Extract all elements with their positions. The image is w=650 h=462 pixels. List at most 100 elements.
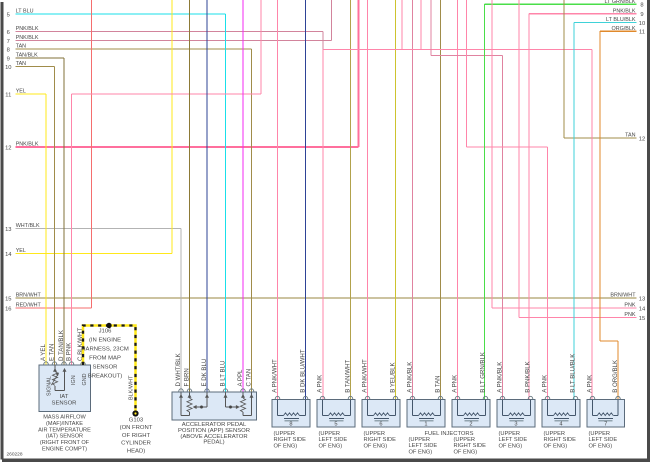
svg-text:RIGHT SIDE: RIGHT SIDE <box>544 437 577 443</box>
svg-text:SIGNAL: SIGNAL <box>47 376 53 396</box>
svg-text:BRN/WHT: BRN/WHT <box>16 293 42 299</box>
svg-text:BRN/WHT: BRN/WHT <box>610 293 636 299</box>
svg-text:(UPPER: (UPPER <box>499 431 521 437</box>
svg-text:WHT/BLK: WHT/BLK <box>16 223 40 229</box>
svg-text:10: 10 <box>639 21 645 27</box>
svg-text:HARNESS, 23CM: HARNESS, 23CM <box>81 347 129 353</box>
svg-text:(UPPER: (UPPER <box>589 431 611 437</box>
svg-text:OF RIGHT: OF RIGHT <box>122 433 151 439</box>
svg-text:LEFT SIDE: LEFT SIDE <box>499 437 528 443</box>
svg-text:LT GRN/BLK: LT GRN/BLK <box>605 0 636 5</box>
svg-text:PNK: PNK <box>624 303 635 309</box>
svg-text:15: 15 <box>5 297 11 303</box>
svg-text:B TAN/WHT: B TAN/WHT <box>345 360 352 393</box>
svg-text:15: 15 <box>639 316 645 322</box>
svg-text:(ABOVE ACCELERATOR: (ABOVE ACCELERATOR <box>180 434 247 440</box>
svg-text:E TAN: E TAN <box>49 344 56 361</box>
svg-text:12: 12 <box>639 136 645 142</box>
svg-text:5: 5 <box>7 13 10 19</box>
svg-text:A PNK/WHT: A PNK/WHT <box>272 359 279 393</box>
svg-text:YEL: YEL <box>16 248 26 254</box>
svg-text:E DK BLU: E DK BLU <box>201 359 208 387</box>
svg-text:OF ENG): OF ENG) <box>274 444 298 450</box>
svg-text:IGN: IGN <box>71 375 77 385</box>
svg-text:D WHT/BLK: D WHT/BLK <box>175 353 182 386</box>
svg-text:10: 10 <box>5 65 11 71</box>
svg-text:BLK/WHT: BLK/WHT <box>129 375 135 400</box>
svg-text:TAN: TAN <box>16 61 26 67</box>
svg-text:LEFT SIDE: LEFT SIDE <box>319 437 348 443</box>
svg-text:8: 8 <box>640 3 643 9</box>
svg-text:13: 13 <box>5 227 11 233</box>
svg-text:(ON FRONT: (ON FRONT <box>120 425 153 431</box>
svg-text:PNK/BLK: PNK/BLK <box>16 26 39 32</box>
svg-text:(UPPER: (UPPER <box>454 437 476 443</box>
svg-text:14: 14 <box>639 306 646 312</box>
svg-text:11: 11 <box>639 30 645 36</box>
svg-text:B TAN: B TAN <box>435 375 442 392</box>
svg-text:OF ENG): OF ENG) <box>364 444 388 450</box>
svg-text:PNK/BLK: PNK/BLK <box>16 35 39 41</box>
svg-text:RIGHT SIDE: RIGHT SIDE <box>364 437 397 443</box>
svg-text:(UPPER: (UPPER <box>544 431 566 437</box>
svg-text:B LT BLU/BLK: B LT BLU/BLK <box>570 354 577 393</box>
svg-text:13: 13 <box>639 296 645 302</box>
svg-text:(UPPER: (UPPER <box>319 431 341 437</box>
svg-text:ENGINE COMPT): ENGINE COMPT) <box>42 447 87 453</box>
svg-text:A PNK: A PNK <box>317 375 324 393</box>
svg-text:9: 9 <box>640 12 643 18</box>
svg-text:B PNK: B PNK <box>66 343 73 361</box>
svg-text:J106: J106 <box>99 329 112 335</box>
svg-text:11: 11 <box>5 93 11 99</box>
svg-text:B LT GRN/BLK: B LT GRN/BLK <box>480 352 487 393</box>
svg-text:9: 9 <box>7 56 10 62</box>
svg-text:A PNK: A PNK <box>452 375 459 393</box>
svg-text:A PNK/BLK: A PNK/BLK <box>497 362 504 393</box>
svg-text:OF ENG): OF ENG) <box>319 444 343 450</box>
svg-text:260228: 260228 <box>7 451 23 457</box>
svg-text:G103: G103 <box>129 418 144 424</box>
svg-text:LT BLU/BLK: LT BLU/BLK <box>606 17 636 23</box>
svg-text:7: 7 <box>7 39 10 45</box>
svg-text:(UPPER: (UPPER <box>274 431 296 437</box>
svg-text:RIGHT SIDE: RIGHT SIDE <box>454 443 487 449</box>
svg-text:1: 1 <box>424 422 427 428</box>
svg-text:(UPPER: (UPPER <box>364 431 386 437</box>
svg-text:RIGHT SIDE: RIGHT SIDE <box>274 437 307 443</box>
svg-text:B PNK/BLK: B PNK/BLK <box>525 361 532 393</box>
svg-text:OF ENG): OF ENG) <box>589 444 613 450</box>
svg-text:ACCELERATOR PEDAL: ACCELERATOR PEDAL <box>182 422 247 428</box>
svg-text:8: 8 <box>7 47 10 53</box>
svg-text:(IN ENGINE: (IN ENGINE <box>89 338 121 344</box>
svg-text:OF ENG): OF ENG) <box>409 450 433 456</box>
svg-text:5: 5 <box>334 422 337 428</box>
svg-text:HEAD): HEAD) <box>127 448 145 454</box>
svg-text:AIR TEMPERATURE: AIR TEMPERATURE <box>38 427 91 433</box>
svg-text:8: 8 <box>289 422 292 428</box>
svg-text:TAN: TAN <box>16 43 26 49</box>
svg-text:12: 12 <box>5 146 11 152</box>
svg-text:A PPL: A PPL <box>237 369 244 387</box>
svg-text:OF ENG): OF ENG) <box>499 444 523 450</box>
svg-text:A PNK/BLK: A PNK/BLK <box>407 362 414 393</box>
svg-text:YEL: YEL <box>16 89 26 95</box>
svg-text:(MAF)/INTAKE: (MAF)/INTAKE <box>46 421 83 427</box>
svg-text:PNK: PNK <box>624 312 635 318</box>
svg-text:6: 6 <box>379 422 382 428</box>
svg-text:(UPPER: (UPPER <box>409 437 431 443</box>
svg-text:A PNK: A PNK <box>587 375 594 393</box>
svg-text:A PNK: A PNK <box>542 375 549 393</box>
svg-text:SENSOR: SENSOR <box>52 400 77 406</box>
svg-text:D TAN/BLK: D TAN/BLK <box>58 330 65 361</box>
svg-text:14: 14 <box>5 252 12 258</box>
svg-text:16: 16 <box>5 307 11 313</box>
svg-text:B DK BLU/WHT: B DK BLU/WHT <box>300 349 307 393</box>
svg-text:7: 7 <box>604 422 607 428</box>
svg-text:POSITION (APP) SENSOR: POSITION (APP) SENSOR <box>178 428 250 434</box>
svg-text:TAN/BLK: TAN/BLK <box>16 52 38 58</box>
svg-text:A PNK/WHT: A PNK/WHT <box>362 359 369 393</box>
svg-text:(IAT) SENSOR: (IAT) SENSOR <box>46 434 83 440</box>
svg-text:A YEL: A YEL <box>40 344 47 361</box>
svg-text:(RIGHT FRONT OF: (RIGHT FRONT OF <box>40 440 90 446</box>
svg-text:4: 4 <box>559 422 562 428</box>
